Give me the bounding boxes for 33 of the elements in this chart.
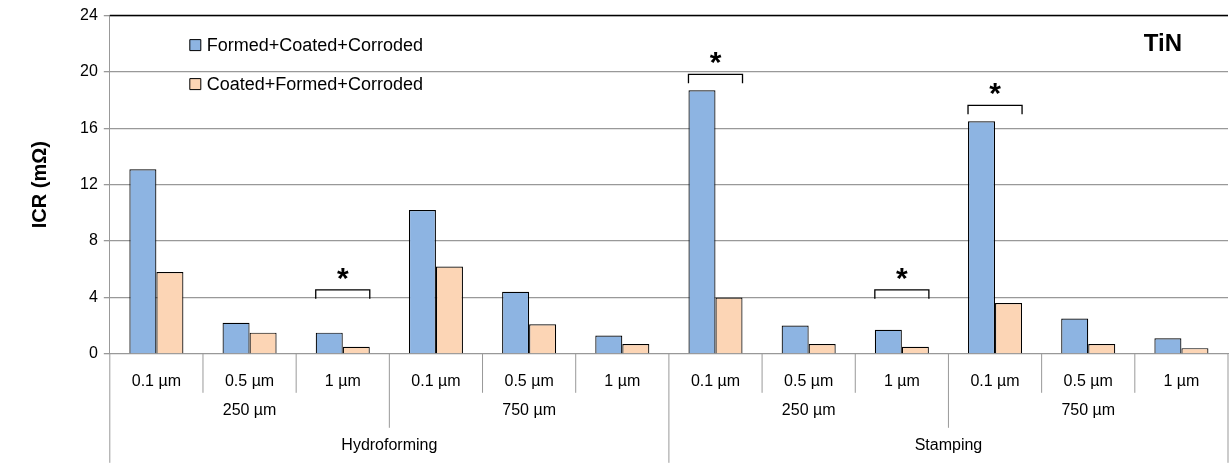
x-tick-label: 0.1 µm — [131, 371, 182, 389]
legend-label: Formed+Coated+Corroded — [206, 34, 423, 55]
annotation: * — [989, 76, 1002, 110]
annotation: * — [709, 45, 722, 79]
x-tick-label: 0.1 µm — [690, 371, 741, 389]
text: Hydroforming — [341, 435, 438, 453]
y-tick-label: 20 — [80, 62, 98, 80]
text: Stamping — [914, 435, 983, 453]
y-tick-label: 4 — [88, 287, 98, 305]
x-tick-label: 0.5 µm — [224, 371, 275, 389]
x-tick-label: 0.1 µm — [970, 371, 1020, 389]
x-tick-label: 1 µm — [883, 371, 920, 389]
text: 250 µm — [222, 400, 277, 418]
y-tick-label: 0 — [88, 344, 98, 362]
x-tick-label: 1 µm — [324, 371, 361, 389]
text: TiN — [1143, 29, 1182, 57]
x-tick-label: 0.5 µm — [1063, 371, 1113, 389]
y-axis-title: ICR (mΩ) — [27, 141, 50, 229]
x-tick-label: 0.5 µm — [504, 371, 554, 389]
text: 750 µm — [1061, 400, 1116, 418]
text: 250 µm — [781, 400, 836, 418]
x-tick-label: 1 µm — [1163, 371, 1200, 389]
text: 750 µm — [502, 400, 556, 418]
x-tick-label: 0.5 µm — [784, 371, 834, 389]
y-tick-label: 8 — [88, 231, 98, 249]
annotation: * — [896, 260, 909, 294]
y-tick-label: 16 — [80, 118, 98, 136]
x-tick-label: 0.1 µm — [411, 371, 461, 389]
x-tick-label: 1 µm — [604, 371, 641, 389]
y-tick-label: 24 — [80, 6, 98, 24]
legend-label: Coated+Formed+Corroded — [206, 73, 423, 94]
annotation: * — [336, 260, 349, 294]
y-tick-label: 12 — [80, 175, 98, 193]
